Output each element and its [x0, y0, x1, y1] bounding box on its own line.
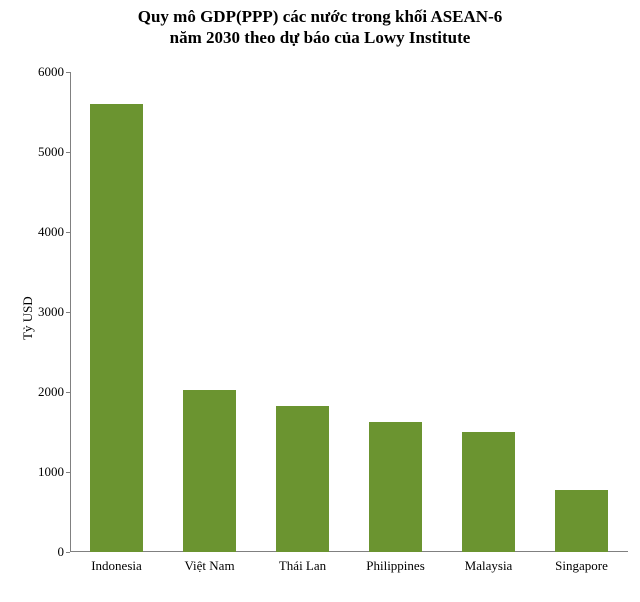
x-tick-label: Việt Nam	[184, 558, 234, 574]
bar	[276, 406, 330, 552]
gdp-bar-chart: Quy mô GDP(PPP) các nước trong khối ASEA…	[0, 0, 640, 602]
x-tick-label: Singapore	[555, 558, 608, 574]
x-axis-line	[70, 551, 628, 552]
y-tick-mark	[66, 312, 70, 313]
x-tick-label: Thái Lan	[279, 558, 326, 574]
bar	[183, 390, 237, 552]
y-tick-label: 5000	[20, 144, 64, 160]
y-tick-mark	[66, 472, 70, 473]
y-tick-label: 1000	[20, 464, 64, 480]
bar	[90, 104, 144, 552]
x-tick-label: Philippines	[366, 558, 425, 574]
y-tick-label: 0	[20, 544, 64, 560]
y-tick-label: 4000	[20, 224, 64, 240]
y-tick-mark	[66, 72, 70, 73]
chart-title-line2: năm 2030 theo dự báo của Lowy Institute	[170, 28, 471, 47]
bar	[555, 490, 609, 552]
chart-title-line1: Quy mô GDP(PPP) các nước trong khối ASEA…	[138, 7, 503, 26]
chart-title: Quy mô GDP(PPP) các nước trong khối ASEA…	[0, 6, 640, 49]
bar	[462, 432, 516, 552]
y-tick-mark	[66, 232, 70, 233]
plot-area: 0100020003000400050006000IndonesiaViệt N…	[70, 72, 628, 552]
y-axis-line	[70, 72, 71, 552]
y-tick-mark	[66, 392, 70, 393]
x-tick-label: Indonesia	[91, 558, 142, 574]
y-tick-mark	[66, 152, 70, 153]
y-tick-label: 2000	[20, 384, 64, 400]
y-tick-label: 3000	[20, 304, 64, 320]
y-tick-label: 6000	[20, 64, 64, 80]
x-tick-label: Malaysia	[465, 558, 513, 574]
bar	[369, 422, 423, 552]
y-tick-mark	[66, 552, 70, 553]
